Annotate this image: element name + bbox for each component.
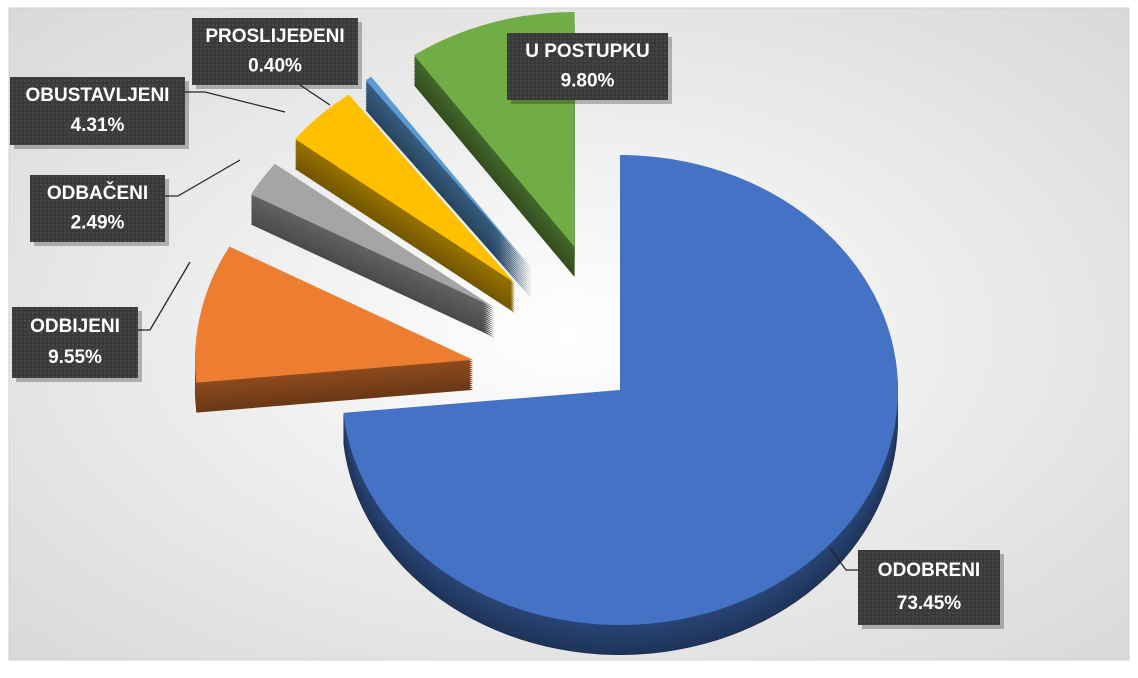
label-value: 9.55% [48, 347, 102, 368]
pie [195, 12, 898, 655]
slice [365, 76, 532, 269]
slice [195, 246, 474, 383]
slice [343, 155, 898, 625]
label-name: ODBAČENI [47, 182, 148, 204]
leader-line [829, 547, 858, 571]
label-name: PROSLIJEĐENI [205, 26, 344, 47]
label-value: 2.49% [71, 212, 125, 233]
leader-line [185, 91, 286, 113]
leader-line [299, 84, 331, 106]
label-box [30, 175, 165, 242]
label-value: 9.80% [561, 70, 615, 91]
label-name: ODBIJENI [30, 316, 120, 337]
label-name: ODOBRENI [878, 560, 980, 581]
label-value: 73.45% [897, 593, 962, 614]
leader-line [165, 159, 241, 197]
label-box [12, 307, 138, 378]
label-name: OBUSTAVLJENI [26, 85, 170, 106]
data-labels: ODOBRENI 73.45% ODBIJENI 9.55% ODBAČENI 2.49%… [10, 18, 1004, 629]
label-box [10, 77, 185, 145]
label-box [858, 550, 1000, 625]
slice [295, 94, 515, 283]
label-name: U POSTUPKU [525, 41, 650, 62]
leader-line [138, 261, 191, 331]
label-value: 4.31% [71, 115, 125, 136]
slice [250, 163, 495, 308]
label-box [507, 33, 668, 100]
label-value: 0.40% [248, 55, 302, 76]
label-box [192, 18, 358, 85]
